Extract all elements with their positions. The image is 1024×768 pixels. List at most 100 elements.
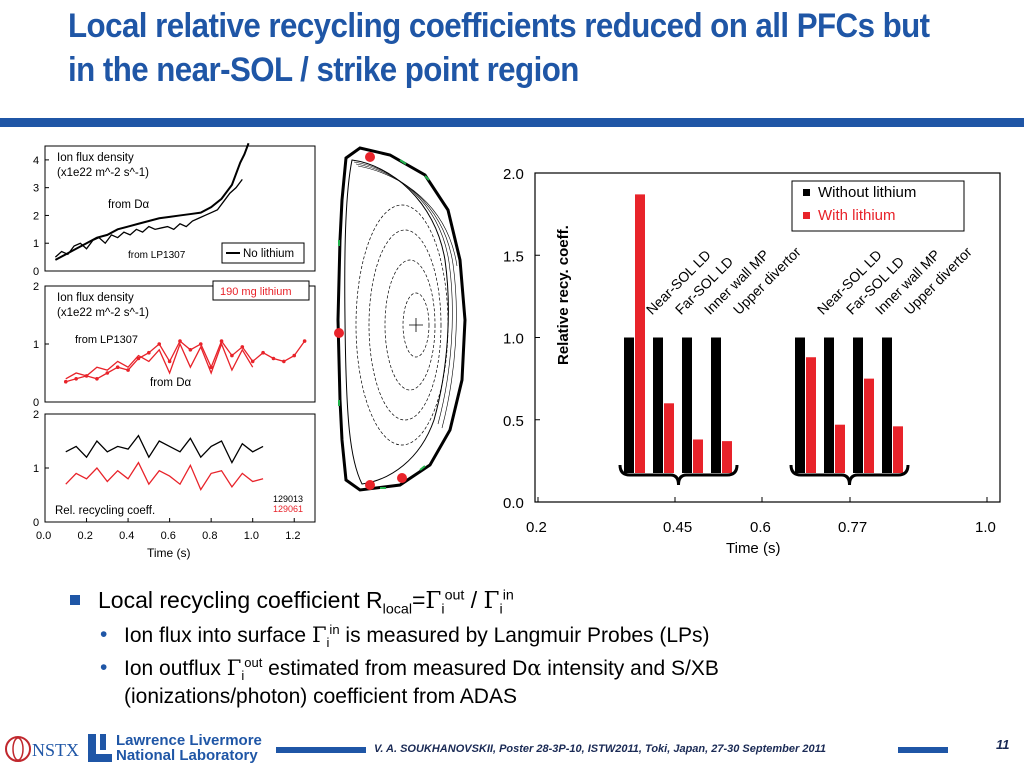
y-tick-label-top: 1 <box>33 238 39 250</box>
series-point-middle <box>126 368 130 372</box>
y-tick-label-bottom: 0 <box>33 517 39 529</box>
bar-with-lithium-g1-0 <box>806 357 816 473</box>
sol-line-1 <box>353 161 453 425</box>
sol-line-3 <box>357 165 458 267</box>
series-line-top-0 <box>54 142 250 261</box>
bullet-main: Local recycling coefficient Rlocal=Γiout… <box>70 586 970 618</box>
y-tick-label-bottom: 1 <box>33 463 39 475</box>
series-point-middle <box>230 353 234 358</box>
shot-label-2: 129061 <box>273 504 303 514</box>
bar-x-tick-label: 0.6 <box>750 519 771 536</box>
series-point-middle <box>115 365 120 369</box>
series-point-middle <box>136 356 141 361</box>
probe-marker-midplane <box>334 328 344 338</box>
y-tick-label-middle: 2 <box>33 281 39 293</box>
bar-without-lithium-g1-3 <box>882 337 892 473</box>
flux-surface-4 <box>402 292 430 358</box>
y-tick-label-middle: 1 <box>33 339 39 351</box>
series-point-middle <box>157 342 162 346</box>
alpha-symbol: α <box>527 656 542 680</box>
gamma-symbol: Γ <box>226 656 242 680</box>
sol-line-2 <box>355 163 457 429</box>
series-point-middle <box>219 339 224 343</box>
bar-with-lithium-g0-3 <box>722 441 732 473</box>
magnetic-axis <box>409 318 423 332</box>
subscript-i: i <box>326 635 330 651</box>
x-tick-label-bottom: 0.0 <box>36 530 51 542</box>
gamma-symbol: Γ <box>483 588 500 614</box>
subscript-i: i <box>441 601 445 618</box>
superscript-in: in <box>329 622 340 637</box>
gamma-symbol: Γ <box>311 623 327 647</box>
x-tick-label-bottom: 1.0 <box>244 530 259 542</box>
footer-citation: V. A. SOUKHANOVSKII, Poster 28-3P-10, IS… <box>374 743 826 755</box>
x-tick-label-bottom: 0.6 <box>161 530 176 542</box>
bullet-dot-icon: • <box>100 623 108 646</box>
flux-surface-2 <box>368 229 442 421</box>
legend-box-middle <box>212 280 310 301</box>
subscript-i: i <box>499 601 503 618</box>
series-line-middle-0 <box>65 339 306 383</box>
bar-with-lithium-g1-3 <box>893 426 903 473</box>
x-axis-label-bottom: Time (s) <box>147 546 191 560</box>
series-line-middle-1 <box>65 342 254 380</box>
equilibrium-svg <box>334 146 467 492</box>
series-point-middle <box>95 377 99 381</box>
superscript-out: out <box>244 655 263 670</box>
panel-subtitle-middle: (x1e22 m^-2 s^-1) <box>57 307 149 319</box>
gamma-symbol: Γ <box>425 588 442 614</box>
series-point-middle <box>198 342 203 346</box>
subscript-local: local <box>382 601 412 618</box>
bar-without-lithium-g0-0 <box>624 337 634 473</box>
bullet-list: Local recycling coefficient Rlocal=Γiout… <box>70 586 970 715</box>
series-point-middle <box>63 379 68 384</box>
time-trace-svg: 0 1 2 3 4 Ion flux density (x1e22 m^-2 s^-1) 0 1… <box>33 142 316 560</box>
superscript-in: in <box>502 587 514 604</box>
legend-label-top: No lithium <box>243 248 294 260</box>
annotation-from-dalpha-middle: from Dα <box>150 377 192 389</box>
bullet-sub-1: • Ion flux into surface Γiin is measured… <box>70 621 970 650</box>
bar-x-axis-label: Time (s) <box>726 540 780 557</box>
annotation-from-lp-middle: from LP1307 <box>75 334 138 346</box>
series-point-middle <box>261 350 265 355</box>
bullet-sub-2-mid: estimated from measured D <box>262 657 528 680</box>
lp-segment-1 <box>399 159 407 165</box>
series-point-middle <box>167 359 172 364</box>
y-tick-label-middle: 0 <box>33 397 39 409</box>
nstx-logo-icon: NSTX <box>5 736 79 762</box>
bar-without-lithium-g0-2 <box>682 337 692 473</box>
bar-chart-svg: 0.0 0.5 1.0 1.5 2.0 Relative recy. coeff. 0.2 0… <box>503 166 1001 557</box>
series-point-middle <box>240 345 245 349</box>
bar-legend-swatch-1 <box>803 212 810 219</box>
bullet-sub-2-suffix: intensity and S/XB <box>541 657 719 680</box>
annotation-from-dalpha-top: from Dα <box>108 199 150 211</box>
series-line-top-1 <box>54 178 243 258</box>
series-point-middle <box>292 353 297 358</box>
bar-without-lithium-g1-0 <box>795 337 805 473</box>
series-point-middle <box>250 359 255 364</box>
bar-y-axis-label: Relative recy. coeff. <box>555 225 572 365</box>
bar-y-tick-label: 1.0 <box>503 331 524 348</box>
series-point-middle <box>188 348 193 352</box>
series-point-middle <box>271 356 276 361</box>
separatrix <box>344 159 449 485</box>
y-tick-label-top: 0 <box>33 266 39 278</box>
bar-with-lithium-g0-2 <box>693 439 703 473</box>
footer-rule-left <box>276 747 366 753</box>
x-tick-label-bottom: 0.4 <box>119 530 134 542</box>
bar-without-lithium-g1-1 <box>824 337 834 473</box>
series-point-middle <box>105 371 110 375</box>
bar-without-lithium-g0-1 <box>653 337 663 473</box>
page-number: 11 <box>996 737 1010 752</box>
y-tick-label-top: 4 <box>33 155 39 167</box>
bar-legend-label-1: With lithium <box>818 207 896 224</box>
y-tick-label-top: 3 <box>33 183 39 195</box>
bar-x-tick-label: 1.0 <box>975 519 996 536</box>
probe-marker-bottom-right <box>397 473 407 483</box>
equals-sign: = <box>411 587 426 613</box>
bar-x-tick-label: 0.2 <box>526 519 547 536</box>
bullet-sub-1-text: Ion flux into surface <box>124 624 312 647</box>
llnl-name-line2: National Laboratory <box>116 747 258 764</box>
shot-label-1: 129013 <box>273 494 303 504</box>
bar-y-tick-label: 1.5 <box>503 248 524 265</box>
